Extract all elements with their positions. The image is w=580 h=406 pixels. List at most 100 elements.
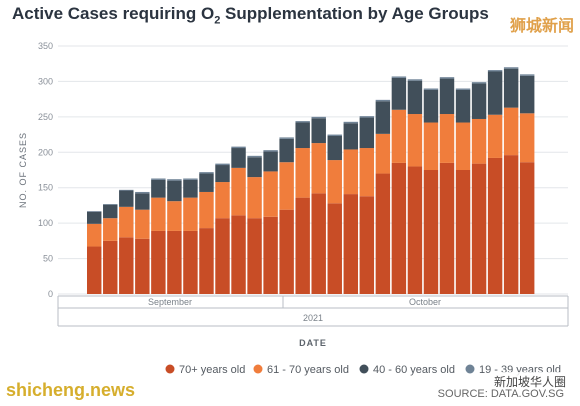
month-label: September bbox=[148, 297, 192, 307]
bar-segment-3 bbox=[327, 135, 342, 161]
chart-title-rest: Supplementation by Age Groups bbox=[220, 4, 489, 23]
bar-segment-1 bbox=[391, 162, 407, 294]
bar-segment-1 bbox=[359, 196, 375, 294]
bar-segment-3 bbox=[407, 80, 423, 115]
bar-segment-4 bbox=[135, 191, 150, 194]
bar-segment-1 bbox=[455, 170, 471, 294]
bar-segment-4 bbox=[455, 88, 471, 90]
bar-segment-4 bbox=[119, 189, 134, 191]
legend-label: 61 - 70 years old bbox=[267, 364, 349, 376]
bar-segment-3 bbox=[279, 138, 294, 163]
chart-title-subscript: 2 bbox=[214, 14, 221, 27]
y-tick-label: 100 bbox=[38, 218, 53, 228]
bar-segment-4 bbox=[407, 79, 423, 81]
bar-segment-2 bbox=[183, 197, 198, 231]
bar-segment-4 bbox=[247, 155, 262, 158]
bar-segment-3 bbox=[119, 190, 134, 207]
bar-segment-1 bbox=[263, 216, 278, 294]
bar-segment-4 bbox=[359, 116, 375, 118]
bar-segment-4 bbox=[343, 121, 359, 124]
bar-segment-1 bbox=[519, 162, 535, 294]
legend-swatch bbox=[253, 364, 263, 374]
bar-segment-3 bbox=[455, 89, 471, 123]
bar-segment-2 bbox=[87, 223, 102, 247]
bar-segment-3 bbox=[375, 101, 391, 134]
bar-segment-2 bbox=[279, 162, 294, 210]
bar-segment-2 bbox=[135, 209, 150, 239]
bar-segment-1 bbox=[183, 230, 198, 294]
bar-segment-1 bbox=[279, 209, 294, 294]
bar-segment-2 bbox=[199, 191, 214, 229]
bar-segment-4 bbox=[263, 150, 278, 152]
bar-segment-1 bbox=[311, 193, 326, 294]
bar-segment-1 bbox=[135, 238, 150, 294]
bar-segment-2 bbox=[295, 148, 310, 198]
bar-segment-1 bbox=[103, 240, 118, 294]
bar-segment-3 bbox=[87, 211, 102, 224]
bar-segment-2 bbox=[247, 177, 262, 219]
bar-segment-4 bbox=[327, 134, 342, 136]
bar-segment-2 bbox=[103, 218, 118, 241]
bar-segment-1 bbox=[407, 166, 423, 294]
bar-segment-1 bbox=[295, 197, 310, 294]
bar-segment-3 bbox=[151, 179, 166, 198]
bar-segment-3 bbox=[103, 204, 118, 219]
bar-segment-3 bbox=[487, 71, 503, 115]
bar-segment-3 bbox=[135, 193, 150, 210]
legend-swatch bbox=[165, 364, 175, 374]
bar-segment-2 bbox=[151, 197, 166, 231]
bar-segment-1 bbox=[231, 215, 246, 294]
source-credit: SOURCE: DATA.GOV.SG bbox=[437, 388, 564, 400]
bar-segment-4 bbox=[295, 121, 310, 123]
bar-segment-2 bbox=[343, 149, 359, 195]
y-tick-label: 0 bbox=[48, 289, 53, 299]
watermark-top-right: 狮城新闻 bbox=[509, 18, 574, 35]
bar-segment-2 bbox=[263, 171, 278, 217]
bar-segment-3 bbox=[423, 89, 439, 123]
bar-segment-3 bbox=[295, 122, 310, 149]
x-axis-label: DATE bbox=[299, 338, 327, 348]
bar-segment-2 bbox=[391, 109, 407, 163]
bar-segment-4 bbox=[183, 178, 198, 180]
legend-label: 40 - 60 years old bbox=[373, 364, 455, 376]
y-tick-label: 300 bbox=[38, 76, 53, 86]
bar-segment-4 bbox=[503, 67, 519, 69]
bar-segment-2 bbox=[407, 114, 423, 167]
bar-segment-1 bbox=[215, 218, 230, 294]
bar-segment-4 bbox=[231, 146, 246, 149]
bar-segment-3 bbox=[391, 77, 407, 110]
y-tick-label: 350 bbox=[38, 41, 53, 51]
bar-segment-4 bbox=[311, 116, 326, 119]
bar-segment-2 bbox=[487, 114, 503, 158]
bar-segment-3 bbox=[231, 148, 246, 168]
bar-segment-4 bbox=[103, 204, 118, 205]
bar-segment-4 bbox=[439, 77, 455, 79]
bar-segment-1 bbox=[503, 155, 519, 294]
bar-segment-4 bbox=[199, 172, 214, 174]
bar-segment-2 bbox=[423, 122, 439, 170]
y-tick-label: 50 bbox=[43, 254, 53, 264]
bar-segment-2 bbox=[231, 167, 246, 216]
bar-segment-1 bbox=[119, 237, 134, 294]
bar-segment-4 bbox=[519, 74, 535, 76]
bar-segment-1 bbox=[87, 246, 102, 294]
bar-segment-2 bbox=[519, 113, 535, 163]
watermark-bottom-right: 新加坡华人圈 bbox=[489, 372, 570, 391]
bar-segment-2 bbox=[359, 148, 375, 197]
y-tick-label: 150 bbox=[38, 183, 53, 193]
bar-segment-4 bbox=[391, 76, 407, 78]
bar-segment-3 bbox=[503, 68, 519, 108]
bar-segment-1 bbox=[439, 162, 455, 294]
bar-segment-4 bbox=[375, 99, 391, 102]
watermark-bottom-left: shicheng.news bbox=[6, 380, 136, 400]
bar-segment-2 bbox=[471, 118, 487, 164]
bar-segment-1 bbox=[327, 203, 342, 294]
bar-segment-3 bbox=[183, 179, 198, 198]
bar-segment-2 bbox=[311, 143, 326, 194]
bar-segment-4 bbox=[215, 163, 230, 166]
legend-swatch bbox=[465, 364, 475, 374]
month-label: October bbox=[409, 297, 441, 307]
bar-segment-4 bbox=[87, 211, 102, 212]
bar-segment-2 bbox=[119, 206, 134, 238]
